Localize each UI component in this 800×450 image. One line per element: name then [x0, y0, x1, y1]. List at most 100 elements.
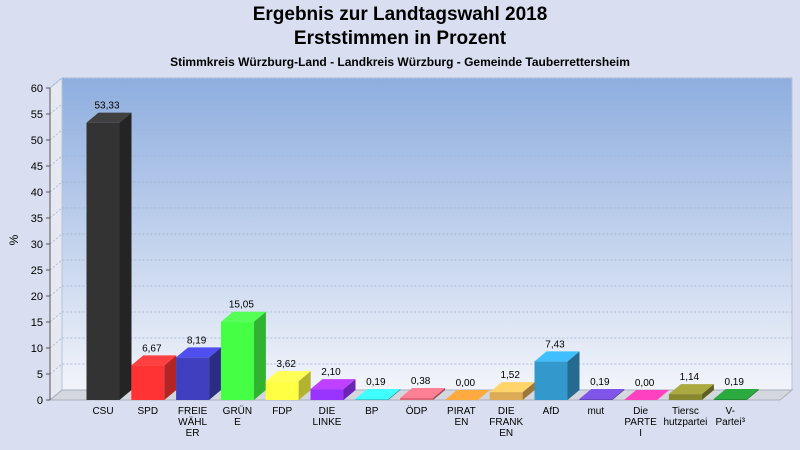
category-label: Die [633, 406, 648, 417]
category-label: Partei³ [715, 417, 745, 428]
gridline [49, 363, 792, 375]
gridlines [49, 77, 792, 401]
category-label: EN [499, 428, 513, 439]
bar [220, 311, 266, 400]
category-label: SPD [138, 406, 159, 417]
gridline [49, 207, 792, 219]
chart-title: Ergebnis zur Landtagswahl 2018 [252, 4, 548, 25]
chart-location-subtitle: Stimmkreis Würzburg-Land - Landkreis Wür… [170, 55, 630, 69]
value-label: 0,00 [635, 378, 655, 389]
bar [579, 389, 625, 400]
bar [310, 379, 356, 400]
bar-top [310, 379, 356, 390]
y-tick-label: 25 [31, 265, 43, 277]
y-axis-label: % [7, 234, 21, 245]
bar-front [355, 399, 389, 400]
gridline [49, 285, 792, 297]
gridline [49, 233, 792, 245]
gridline [49, 103, 792, 115]
bar-side [343, 379, 356, 400]
category-label: Tiersc [672, 406, 699, 417]
bar-top [579, 389, 625, 400]
bar-top [265, 371, 311, 382]
bar [624, 390, 670, 400]
category-label: DIE [498, 406, 515, 417]
plot-side-wall [49, 76, 63, 402]
y-tick-label: 30 [31, 239, 43, 251]
bar-top [489, 382, 535, 393]
gridline [49, 77, 792, 89]
bar-top [624, 390, 670, 400]
category-label: hutzpartei [663, 417, 707, 428]
bar-front [86, 122, 120, 401]
category-label: PARTE [624, 417, 657, 428]
bar-front [579, 399, 613, 400]
chart-subtitle: Erststimmen in Prozent [293, 28, 507, 49]
y-axis: 0 5 10 15 20 25 30 35 40 45 50 55 60 [31, 83, 51, 407]
bar-side [209, 347, 222, 400]
bar [489, 382, 535, 400]
bar [355, 389, 401, 400]
bar [713, 389, 759, 400]
bar [176, 347, 222, 400]
category-label: PIRAT [447, 406, 476, 417]
y-tick-label: 60 [31, 83, 43, 95]
bar-side [701, 384, 714, 400]
bar [668, 384, 714, 400]
value-label: 8,19 [187, 335, 207, 346]
value-label: 7,43 [545, 339, 565, 350]
category-label: FRANK [489, 417, 523, 428]
y-tick-label: 50 [31, 135, 43, 147]
bar-top [534, 351, 580, 362]
category-label: EN [454, 417, 468, 428]
gridline [49, 259, 792, 271]
category-label: E [234, 417, 241, 428]
bar-side [388, 389, 401, 400]
y-tick-label: 0 [37, 395, 43, 407]
value-label: 1,52 [500, 370, 520, 381]
bar-side [119, 112, 132, 401]
bar-front [176, 357, 210, 400]
gridline [49, 129, 792, 141]
category-label: ÖDP [406, 405, 428, 417]
gridline [49, 389, 792, 401]
category-label: CSU [92, 406, 113, 417]
bar-front [220, 321, 254, 400]
bar-side [164, 355, 177, 400]
bar-front [534, 361, 568, 400]
y-tick-label: 35 [31, 213, 43, 225]
bar-front [265, 381, 299, 400]
category-label: GRÜN [223, 405, 252, 417]
bar-top [355, 389, 401, 400]
y-tick-label: 45 [31, 161, 43, 173]
bar-top [668, 384, 714, 395]
value-label: 0,19 [724, 377, 744, 388]
bar-front [310, 389, 344, 400]
bar-front [131, 365, 165, 400]
bar-side [522, 382, 535, 400]
gridline [49, 337, 792, 349]
category-label: FDP [272, 406, 292, 417]
value-label: 0,38 [411, 376, 431, 387]
bar-side [567, 351, 580, 400]
bar-side [253, 311, 266, 400]
bar-side [746, 389, 759, 400]
gridline [49, 155, 792, 167]
category-label: I [639, 428, 642, 439]
bar-side [298, 371, 311, 400]
bar [265, 371, 311, 400]
bar [131, 355, 177, 400]
bar [534, 351, 580, 400]
value-label: 53,33 [94, 101, 119, 112]
y-tick-label: 15 [31, 317, 43, 329]
bar [400, 388, 446, 400]
value-label: 15,05 [229, 300, 254, 311]
gridline [49, 181, 792, 193]
bar-front [489, 392, 523, 400]
value-label: 3,62 [276, 359, 296, 370]
y-tick-label: 40 [31, 187, 43, 199]
value-labels: 53,33 6,67 8,19 15,05 3,62 2,10 0,19 0,38 0,00 1,… [94, 101, 744, 389]
value-label: 0,00 [456, 378, 476, 389]
